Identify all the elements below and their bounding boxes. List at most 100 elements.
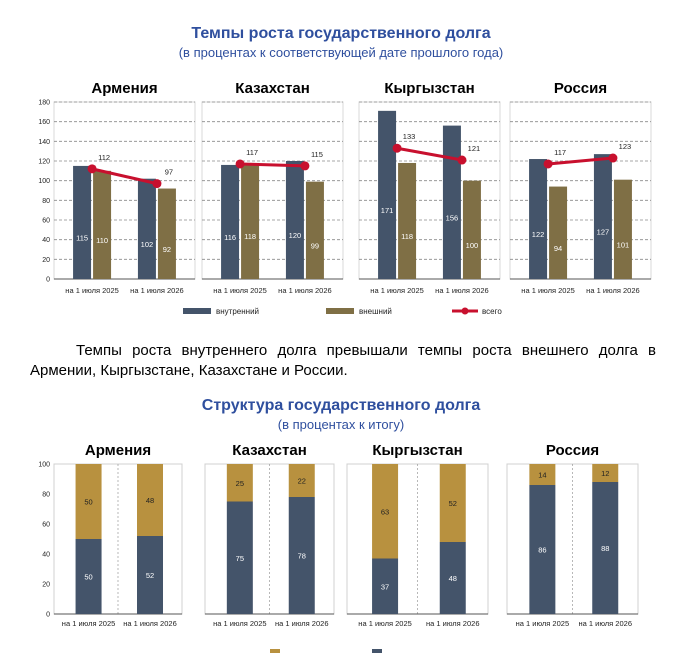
bar-value-label: 100 [466, 241, 479, 250]
bar-domestic [529, 159, 548, 279]
bar-value-label: 48 [449, 574, 457, 583]
total-value-label: 117 [554, 148, 566, 157]
bar-value-label: 122 [532, 230, 545, 239]
total-point [457, 155, 467, 165]
bar-external [549, 186, 568, 279]
bar-external [157, 188, 176, 279]
chart-title: Россия [554, 80, 607, 97]
bar-external [241, 162, 260, 279]
bar-value-label: 120 [289, 231, 302, 240]
total-value-label: 133 [403, 132, 416, 141]
total-point [300, 161, 310, 171]
bar-domestic [592, 482, 619, 614]
bar-domestic [75, 539, 102, 614]
y-tick-label: 180 [38, 100, 50, 107]
bar-value-label: 22 [298, 477, 306, 486]
bar-domestic [288, 497, 315, 614]
bar-value-label: 75 [236, 554, 244, 563]
growth-section-subtitle: (в процентах к соответствующей дате прош… [178, 45, 504, 60]
bar-external [398, 162, 417, 279]
bar-value-label: 50 [84, 498, 92, 507]
plot-frame [346, 463, 489, 615]
y-tick-label: 60 [42, 218, 50, 225]
total-line [396, 146, 463, 162]
bar-external [529, 464, 556, 485]
chart-title: Россия [546, 442, 599, 459]
x-tick-label: на 1 июля 2025 [358, 619, 412, 628]
legend-label-external: внешний [359, 307, 392, 316]
bar-value-label: 12 [601, 469, 609, 478]
chart-title: Казахстан [232, 442, 307, 459]
total-line [240, 162, 305, 168]
growth-section-title: Темпы роста государственного долга [191, 25, 491, 42]
bar-value-label: 63 [381, 507, 389, 516]
total-line [547, 156, 614, 166]
y-tick-label: 140 [38, 139, 50, 146]
x-tick-label: на 1 июля 2026 [123, 619, 177, 628]
bar-value-label: 101 [617, 240, 630, 249]
total-value-label: 117 [246, 148, 258, 157]
bar-domestic [439, 542, 466, 614]
summary-paragraph: Темпы роста внутреннего долга превышали … [30, 342, 656, 379]
bar-external [613, 179, 632, 279]
structure-section-subtitle: (в процентах к итогу) [277, 417, 405, 432]
total-value-label: 97 [165, 168, 173, 177]
bar-domestic [285, 161, 304, 279]
y-tick-label: 0 [46, 612, 50, 619]
y-tick-label: 40 [42, 237, 50, 244]
y-tick-label: 0 [46, 277, 50, 284]
total-line [91, 167, 158, 186]
bar-value-label: 127 [597, 228, 610, 237]
bar-external [439, 464, 466, 542]
bar-value-label: 78 [298, 552, 306, 561]
bar-domestic [593, 154, 612, 279]
total-point [392, 143, 402, 153]
total-point [152, 179, 162, 189]
bar-domestic [442, 125, 461, 279]
bar-external [93, 170, 112, 279]
y-tick-label: 80 [42, 492, 50, 499]
total-value-label: 123 [619, 142, 632, 151]
bar-value-label: 116 [224, 233, 236, 242]
bar-value-label: 88 [601, 544, 609, 553]
legend-swatch-domestic [183, 308, 211, 314]
x-tick-label: на 1 июля 2025 [213, 619, 267, 628]
x-tick-label: на 1 июля 2026 [275, 619, 329, 628]
bar-value-label: 86 [538, 546, 546, 555]
y-tick-label: 80 [42, 198, 50, 205]
x-tick-label: на 1 июля 2025 [521, 286, 575, 295]
total-value-label: 121 [468, 144, 481, 153]
bar-external [592, 464, 619, 482]
chart-title: Казахстан [235, 80, 310, 97]
bar-external [75, 464, 102, 539]
x-tick-label: на 1 июля 2026 [426, 619, 480, 628]
structure-section-title: Структура государственного долга [201, 397, 481, 414]
bar-domestic [529, 485, 556, 614]
bar-domestic [221, 164, 240, 279]
x-tick-label: на 1 июля 2025 [213, 286, 267, 295]
plot-frame [506, 463, 639, 615]
legend-label-total: всего [482, 307, 502, 316]
y-tick-label: 120 [38, 159, 50, 166]
y-tick-label: 100 [38, 178, 50, 185]
bar-value-label: 14 [538, 471, 546, 480]
total-point [543, 159, 553, 169]
bar-value-label: 50 [84, 573, 92, 582]
legend-marker-total [461, 307, 469, 315]
bar-value-label: 118 [244, 232, 256, 241]
chart-title: Кыргызстан [372, 442, 462, 459]
bar-domestic [137, 178, 156, 279]
total-value-label: 115 [311, 150, 323, 159]
x-tick-label: на 1 июля 2026 [130, 286, 184, 295]
legend-swatch-external [326, 308, 354, 314]
x-tick-label: на 1 июля 2025 [516, 619, 570, 628]
bar-value-label: 99 [311, 241, 319, 250]
bar-value-label: 52 [449, 499, 457, 508]
y-tick-label: 40 [42, 552, 50, 559]
bar-value-label: 48 [146, 496, 154, 505]
bar-value-label: 94 [554, 244, 562, 253]
y-tick-label: 20 [42, 257, 50, 264]
x-tick-label: на 1 июля 2026 [578, 619, 632, 628]
bar-value-label: 25 [236, 479, 244, 488]
bar-external [305, 181, 324, 279]
